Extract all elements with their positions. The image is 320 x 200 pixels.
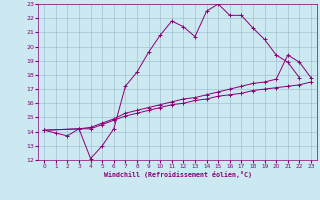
X-axis label: Windchill (Refroidissement éolien,°C): Windchill (Refroidissement éolien,°C) <box>104 171 252 178</box>
